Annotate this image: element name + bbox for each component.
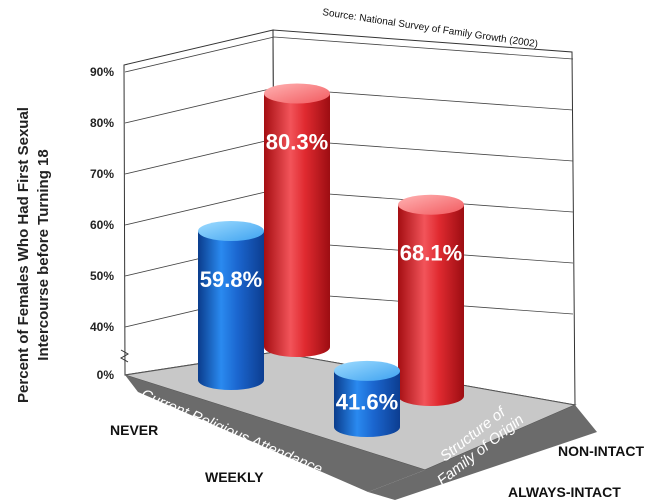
y-tick-label: 0%	[97, 368, 115, 382]
y-tick-label: 40%	[90, 320, 114, 334]
category-weekly: WEEKLY	[205, 469, 264, 485]
bar-body	[198, 231, 264, 390]
y-tick-label: 80%	[90, 116, 114, 130]
bar-value-label: 68.1%	[400, 241, 462, 266]
bar-top	[264, 83, 330, 104]
y-tick-label: 70%	[90, 167, 114, 181]
bar-value-label: 80.3%	[266, 129, 328, 154]
category-always-intact: ALWAYS-INTACT	[508, 484, 621, 500]
y-axis-title-line1: Percent of Females Who Had First Sexual	[15, 107, 32, 403]
y-axis-title-line2: Intercourse before Turning 18	[35, 149, 52, 360]
z-axis-band	[368, 405, 597, 500]
bar-value-label: 41.6%	[336, 390, 398, 415]
y-tick-label: 60%	[90, 218, 114, 232]
bar-top	[398, 194, 464, 215]
bar-weekly-always-intact: 41.6%	[334, 360, 400, 437]
chart-walls	[123, 29, 576, 406]
gridline	[124, 36, 574, 73]
category-non-intact: NON-INTACT	[558, 443, 645, 459]
y-tick-label: 50%	[90, 269, 114, 283]
bar-top	[334, 360, 400, 381]
axis-break	[119, 349, 130, 363]
y-tick-labels: 0% 40% 50% 60% 70% 80% 90%	[90, 65, 114, 382]
bar-top	[198, 221, 264, 242]
bars: 80.3% 68.1% 59.8% 41.6%	[198, 83, 464, 437]
bar-weekly-non-intact: 68.1%	[398, 194, 464, 406]
bar-value-label: 59.8%	[200, 267, 262, 292]
bar-body	[264, 93, 330, 357]
bar-body	[334, 370, 400, 437]
y-tick-label: 90%	[90, 65, 114, 79]
bar-never-always-intact: 59.8%	[198, 221, 264, 390]
category-never: NEVER	[110, 422, 158, 438]
bar-never-non-intact: 80.3%	[264, 83, 330, 357]
x-axis-band	[125, 375, 425, 492]
bar-body	[398, 204, 464, 406]
